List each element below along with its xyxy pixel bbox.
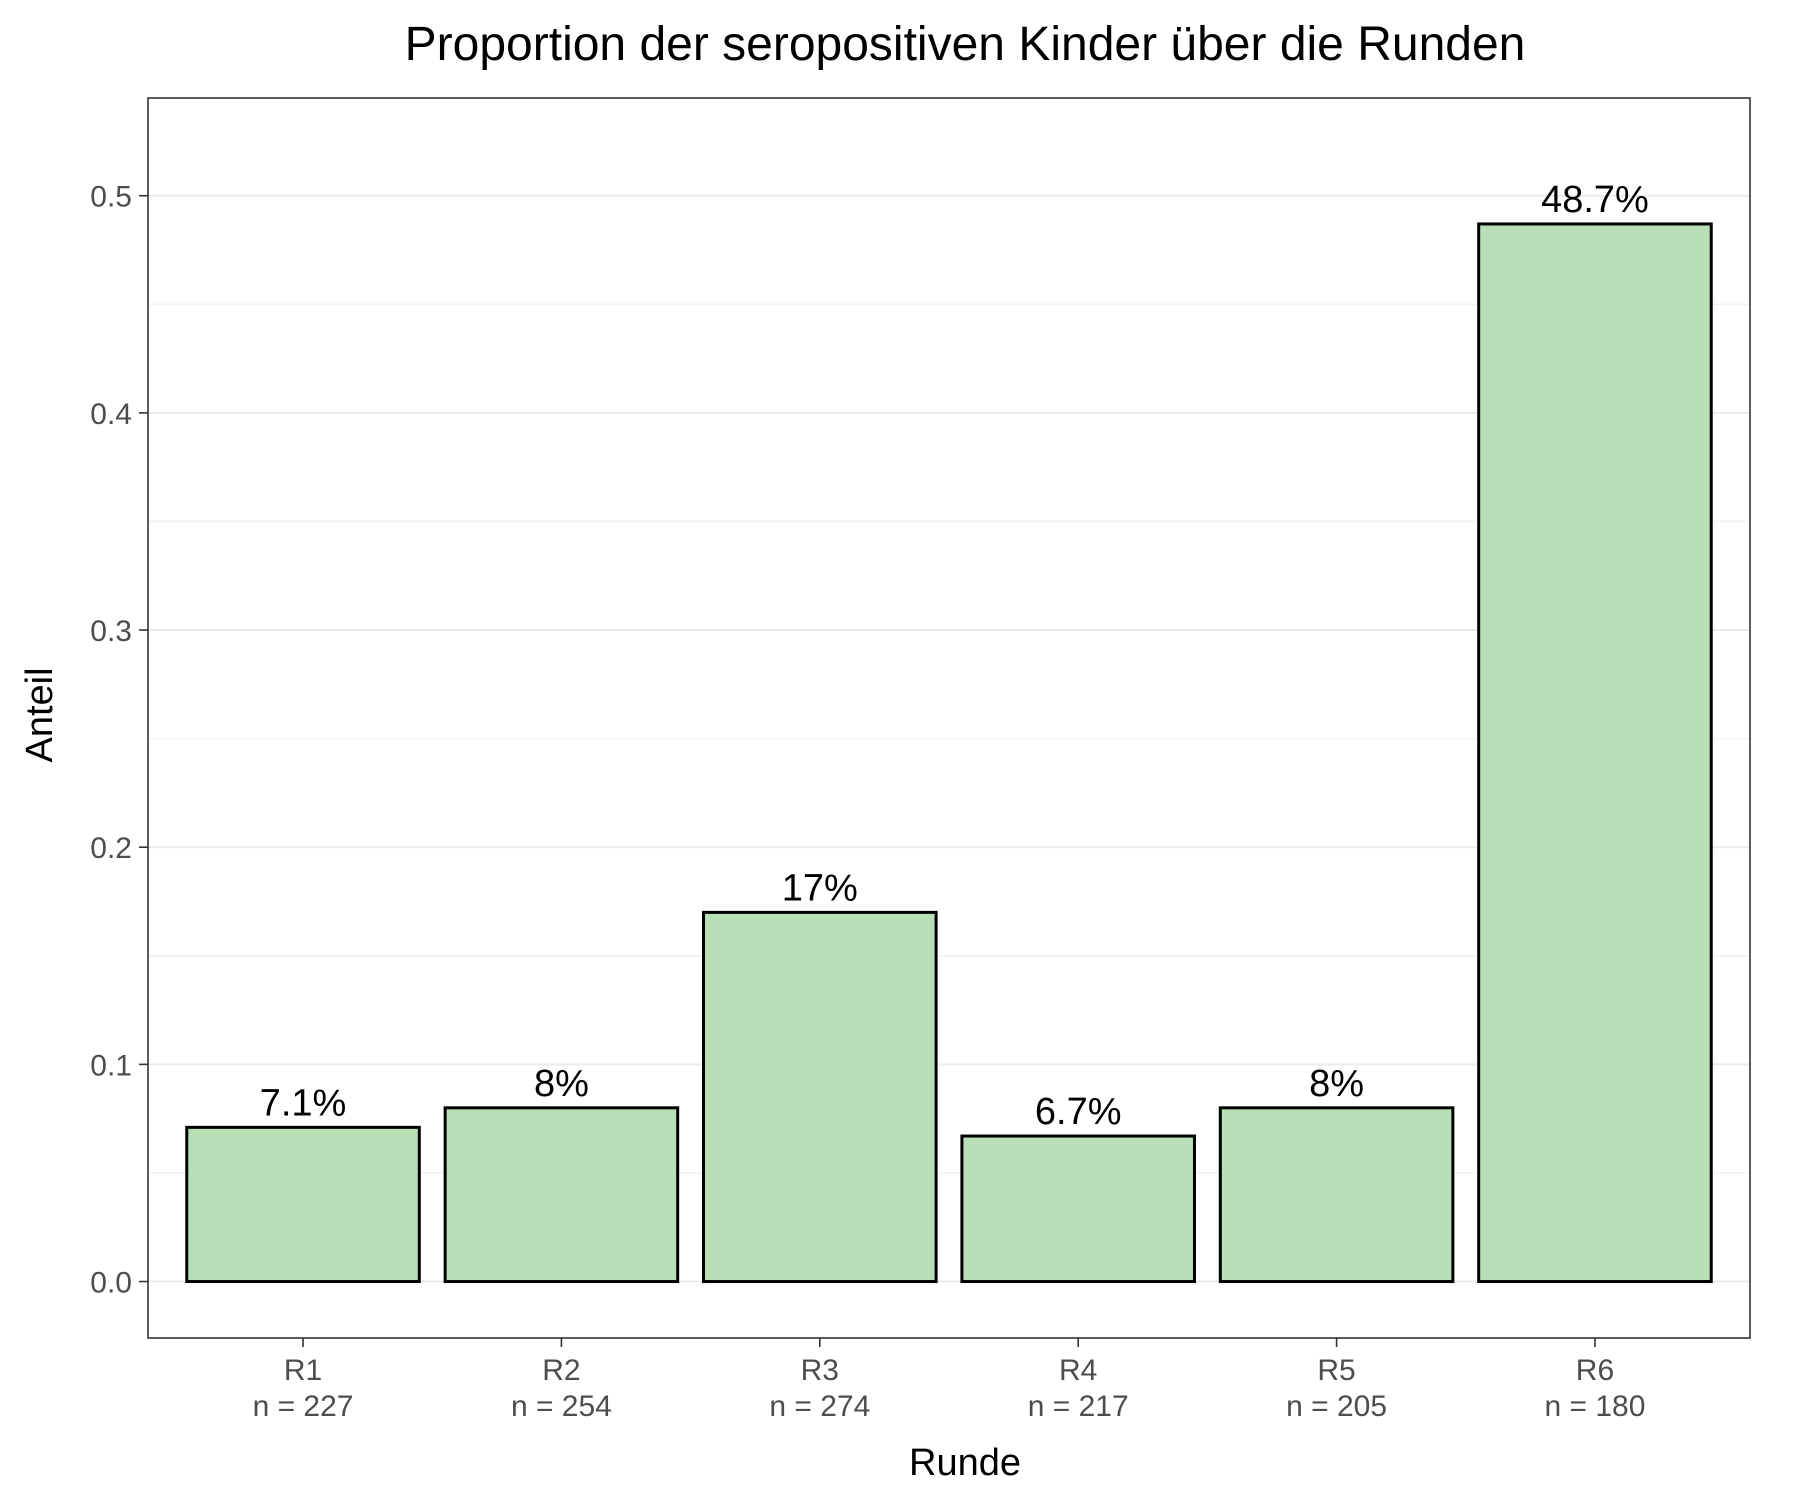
x-tick-label: R4: [1059, 1354, 1097, 1387]
y-tick-label: 0.5: [90, 181, 132, 214]
data-label: 8%: [534, 1063, 589, 1105]
data-label: 17%: [782, 867, 858, 909]
x-tick-label: R5: [1317, 1354, 1355, 1387]
y-tick-label: 0.4: [90, 398, 132, 431]
x-tick-sublabel: n = 227: [253, 1390, 354, 1423]
x-tick-label: R6: [1576, 1354, 1614, 1387]
x-tick-sublabel: n = 205: [1286, 1390, 1387, 1423]
bar-r6: [1477, 222, 1713, 1284]
data-label: 7.1%: [260, 1082, 347, 1124]
x-tick-sublabel: n = 180: [1544, 1390, 1645, 1423]
bars-layer: [185, 222, 1713, 1284]
data-label: 48.7%: [1541, 179, 1649, 221]
chart-title: Proportion der seropositiven Kinder über…: [405, 18, 1526, 71]
y-tick-label: 0.0: [90, 1267, 132, 1300]
x-tick-label: R2: [542, 1354, 580, 1387]
data-label: 6.7%: [1035, 1091, 1122, 1133]
bar-r2: [443, 1106, 680, 1284]
x-tick-sublabel: n = 217: [1028, 1390, 1129, 1423]
panel-border: [147, 97, 1751, 1339]
y-axis-title: Anteil: [19, 667, 61, 762]
x-tick-sublabel: n = 274: [769, 1390, 870, 1423]
x-axis-title: Runde: [909, 1442, 1021, 1484]
data-label: 8%: [1309, 1063, 1364, 1105]
x-tick-sublabel: n = 254: [511, 1390, 612, 1423]
data-labels-layer: 7.1% 8% 17% 6.7% 8% 48.7%: [260, 179, 1649, 1133]
x-tick-label: R3: [801, 1354, 839, 1387]
y-tick-label: 0.1: [90, 1049, 132, 1082]
y-tick-label: 0.2: [90, 832, 132, 865]
bar-r5: [1218, 1106, 1455, 1284]
y-tick-label: 0.3: [90, 615, 132, 648]
y-axis: 0.0 0.1 0.2 0.3 0.4 0.5: [90, 181, 148, 1300]
x-tick-label: R1: [284, 1354, 322, 1387]
bar-r1: [185, 1125, 421, 1284]
bar-r3: [702, 910, 938, 1284]
bar-r4: [960, 1134, 1196, 1284]
